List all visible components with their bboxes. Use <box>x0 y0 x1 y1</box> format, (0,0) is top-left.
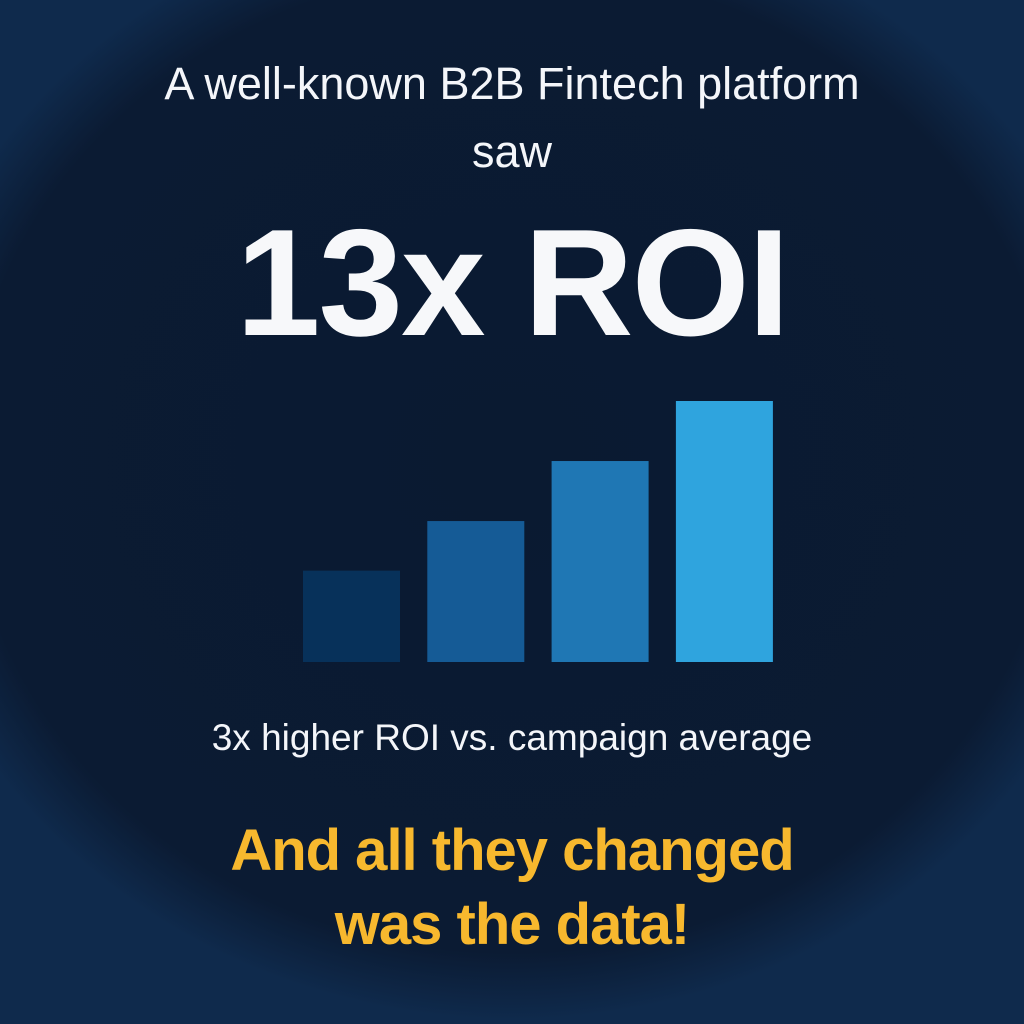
cta-line1: And all they changed <box>230 818 794 883</box>
subtext: 3x higher ROI vs. campaign average <box>211 717 813 758</box>
headline: A well-known B2B Fintech platform saw <box>0 50 1024 186</box>
bar-1 <box>303 570 400 662</box>
headline-line1: A well-known B2B Fintech platform <box>164 58 860 109</box>
bar-3 <box>551 461 649 662</box>
bar-4 <box>675 401 773 662</box>
cta-line2: was the data! <box>334 892 690 957</box>
stat-value: 13x ROI <box>235 198 790 368</box>
bar-2 <box>427 521 525 662</box>
headline-line2: saw <box>471 126 553 177</box>
call-to-action: And all they changed was the data! <box>0 814 1024 962</box>
